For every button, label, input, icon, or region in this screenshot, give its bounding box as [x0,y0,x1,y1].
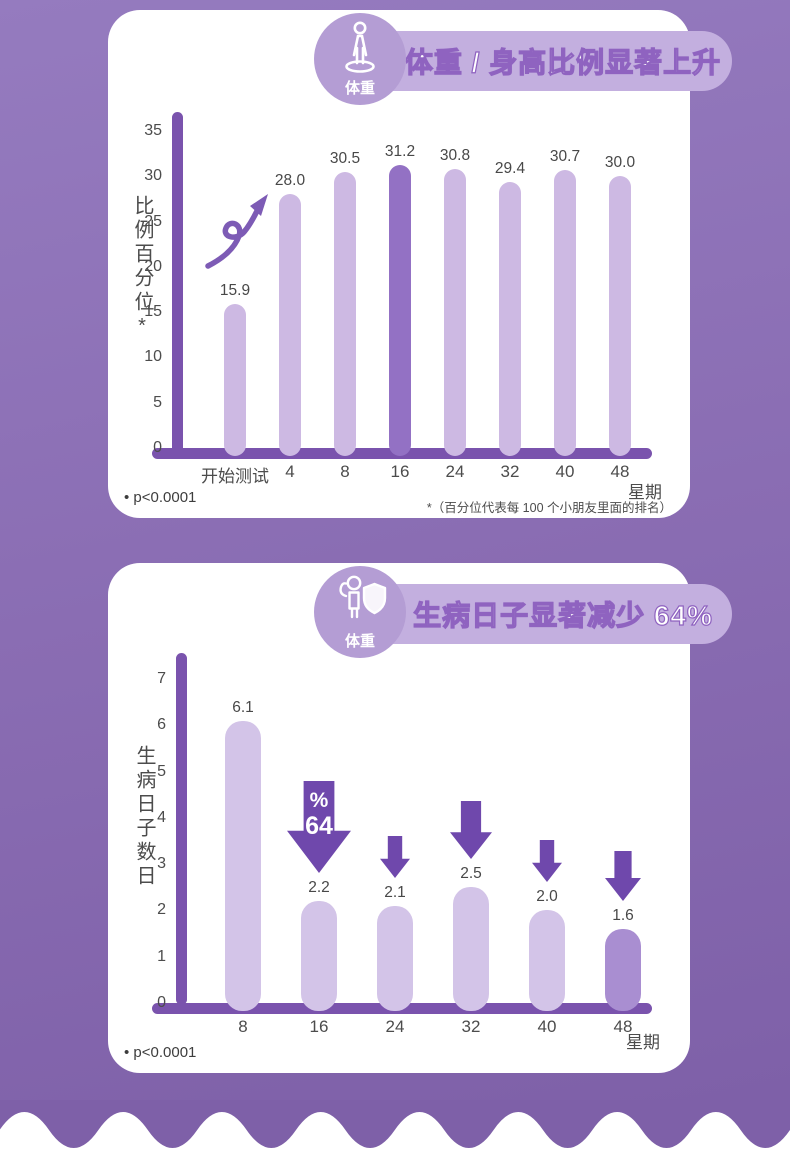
bar-value-label: 31.2 [384,143,416,160]
y-tick-label: 3 [157,855,166,873]
arrow-percent-label: % 64 [287,781,351,873]
chart2-plot-area: 7 6 5 4 3 2 1 0 6.1 8 2.2 16 2.1 24 2.5 32 2.0 40 1.6 48% 64 [108,563,690,1073]
x-tick-label: 48 [613,1017,633,1036]
bar-value-label: 1.6 [612,907,634,924]
chart1-y-axis-title: 比例百分位* [131,195,153,341]
bar [605,929,641,1011]
arrow-label-line1: % [309,789,329,813]
chart2-y-axis-title: 生病日子数日 [133,745,155,889]
bar-value-label: 2.0 [536,888,558,905]
bar [453,887,489,1011]
y-tick-label: 10 [144,348,162,366]
y-tick-label: 25 [144,212,162,230]
down-arrow-shape [532,840,562,883]
decrease-arrow-icon [605,850,641,901]
bar-value-label: 30.8 [439,147,471,164]
y-tick-label: 0 [157,994,166,1011]
y-tick-label: 4 [157,808,166,826]
decrease-arrow-icon [450,801,492,860]
bar [225,721,261,1011]
x-tick-label: 16 [309,1017,329,1036]
bar [529,910,565,1011]
bar [301,901,337,1011]
chart2-pvalue-note: • p<0.0001 [124,1044,197,1061]
bar [499,182,521,456]
decrease-arrow-icon [380,835,410,878]
down-arrow-shape [380,835,410,878]
chart2-badge: 体重 [314,566,406,658]
decrease-arrow-icon [532,840,562,883]
chart1-plot-area: 35 30 25 20 15 10 5 0 15.9 开始测试 28.0 4 30.5 8 31.2 16 30… [108,10,690,518]
decrease-64-percent-arrow-icon: % 64 [287,781,351,874]
bar [279,194,301,456]
chart1-title: 体重 / 身高比例显著上升 [404,46,722,78]
bar-value-label: 2.1 [384,884,406,901]
y-tick-label: 5 [153,393,162,411]
arrow-label-line2: 64 [305,812,333,841]
y-tick-label: 1 [157,947,166,965]
y-tick-label: 15 [144,303,162,321]
chart1-badge: 体重 [314,13,406,105]
chart2-x-unit-label: 星期 [626,1033,660,1052]
x-tick-label: 24 [385,1017,405,1036]
x-tick-label: 40 [537,1017,557,1036]
y-tick-label: 20 [144,257,162,275]
bar-value-label: 30.7 [549,148,581,165]
weight-height-chart-card: 体重 / 身高比例显著上升 体重 比例百分位* 35 30 25 20 15 10 5 0 15… [108,10,732,518]
chart2-badge-label: 体重 [344,633,375,650]
bar [444,169,466,456]
chart1-percentile-note: *（百分位代表每 100 个小朋友里面的排名） [426,501,672,515]
rising-trend-doodle-arrow-icon [205,194,268,269]
wavy-bottom-edge [0,1100,790,1148]
chart2-title: 生病日子显著减少 64% [412,599,713,631]
x-tick-label: 48 [610,462,630,481]
down-arrow-shape [605,850,641,901]
y-tick-label: 30 [144,167,162,185]
person-shield-icon [339,575,387,619]
x-tick-label: 16 [390,462,410,481]
bar [554,170,576,456]
y-tick-label: 0 [153,439,162,456]
x-tick-label: 32 [500,462,520,481]
x-tick-label: 开始测试 [201,467,269,486]
x-tick-label: 4 [285,462,295,481]
x-tick-label: 40 [555,462,575,481]
chart1-y-axis [172,112,183,458]
sick-days-chart-card: 生病日子显著减少 64% 体重 生病日子数日 7 6 5 4 3 2 1 0 6.1 8 2.2 16… [108,563,732,1073]
bar-value-label: 2.2 [308,879,330,896]
y-tick-label: 5 [157,762,166,780]
bar-value-label: 28.0 [274,172,306,189]
y-tick-label: 35 [144,121,162,139]
bar-value-label: 2.5 [460,865,482,882]
bar-value-label: 15.9 [219,282,251,299]
chart1-x-unit-label: 星期 [628,483,662,502]
x-tick-label: 24 [445,462,465,481]
bar [334,172,356,456]
chart2-y-axis [176,653,187,1005]
y-tick-label: 2 [157,901,166,919]
chart1-title-pill: 体重 / 身高比例显著上升 [360,31,732,91]
bar [377,906,413,1011]
y-tick-label: 7 [157,669,166,687]
bar-value-label: 6.1 [232,699,254,716]
bar-value-label: 30.5 [329,150,361,167]
bar [609,176,631,456]
chart1-badge-label: 体重 [344,80,375,97]
x-tick-label: 32 [461,1017,481,1036]
chart1-pvalue-note: • p<0.0001 [124,489,197,506]
down-arrow-shape [287,781,351,874]
bar [224,304,246,456]
down-arrow-shape [450,801,492,860]
bar-value-label: 29.4 [494,160,526,177]
bar [389,165,411,456]
x-tick-label: 8 [340,462,350,481]
x-tick-label: 8 [238,1017,248,1036]
y-tick-label: 6 [157,716,166,734]
bar-value-label: 30.0 [604,154,636,171]
chart2-title-pill: 生病日子显著减少 64% [360,584,732,644]
person-height-scale-icon [345,21,375,73]
